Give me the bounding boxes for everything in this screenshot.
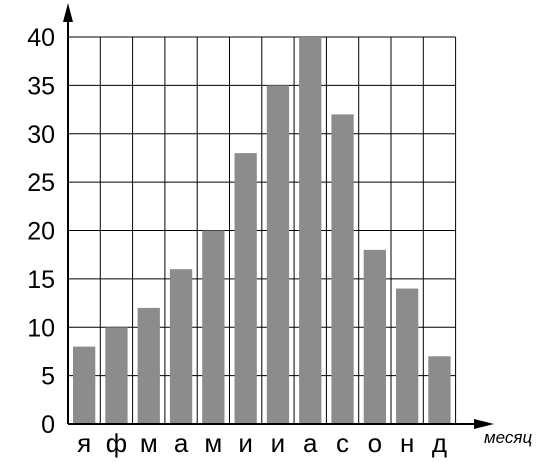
bars	[73, 37, 451, 425]
bar	[105, 327, 128, 424]
x-tick-label: я	[77, 428, 91, 458]
x-tick-label: с	[336, 428, 349, 458]
x-tick-label: а	[174, 428, 189, 458]
y-tick-label: 10	[27, 314, 55, 342]
x-axis-label: месяц	[484, 428, 532, 447]
bar	[137, 307, 160, 424]
bar	[234, 153, 257, 424]
bar	[73, 346, 96, 424]
x-axis-arrow	[474, 419, 494, 429]
bar	[202, 230, 225, 424]
y-tick-label: 0	[41, 411, 55, 439]
x-tick-label: и	[238, 428, 253, 458]
x-tick-label: а	[303, 428, 318, 458]
y-tick-label: 30	[27, 121, 55, 149]
bar	[363, 249, 386, 424]
x-tick-label: н	[400, 428, 414, 458]
y-tick-label: 15	[27, 266, 55, 294]
x-tick-label: м	[140, 428, 158, 458]
x-tick-label: м	[204, 428, 222, 458]
x-tick-label: д	[432, 428, 447, 458]
axes	[63, 3, 494, 429]
x-tick-label: о	[368, 428, 382, 458]
y-tick-label: 20	[27, 218, 55, 246]
y-tick-label: 35	[27, 72, 55, 100]
y-tick-label: 25	[27, 169, 55, 197]
bar	[169, 269, 193, 424]
bar	[396, 288, 419, 424]
x-tick-label: и	[271, 428, 286, 458]
bar	[428, 356, 451, 424]
y-axis-arrow	[63, 3, 73, 22]
bar	[266, 85, 290, 424]
bar	[299, 37, 322, 424]
y-tick-label: 40	[27, 24, 55, 52]
y-tick-label: 5	[41, 363, 55, 391]
x-tick-label: ф	[106, 428, 127, 458]
bar	[331, 114, 354, 425]
grid	[68, 36, 457, 424]
